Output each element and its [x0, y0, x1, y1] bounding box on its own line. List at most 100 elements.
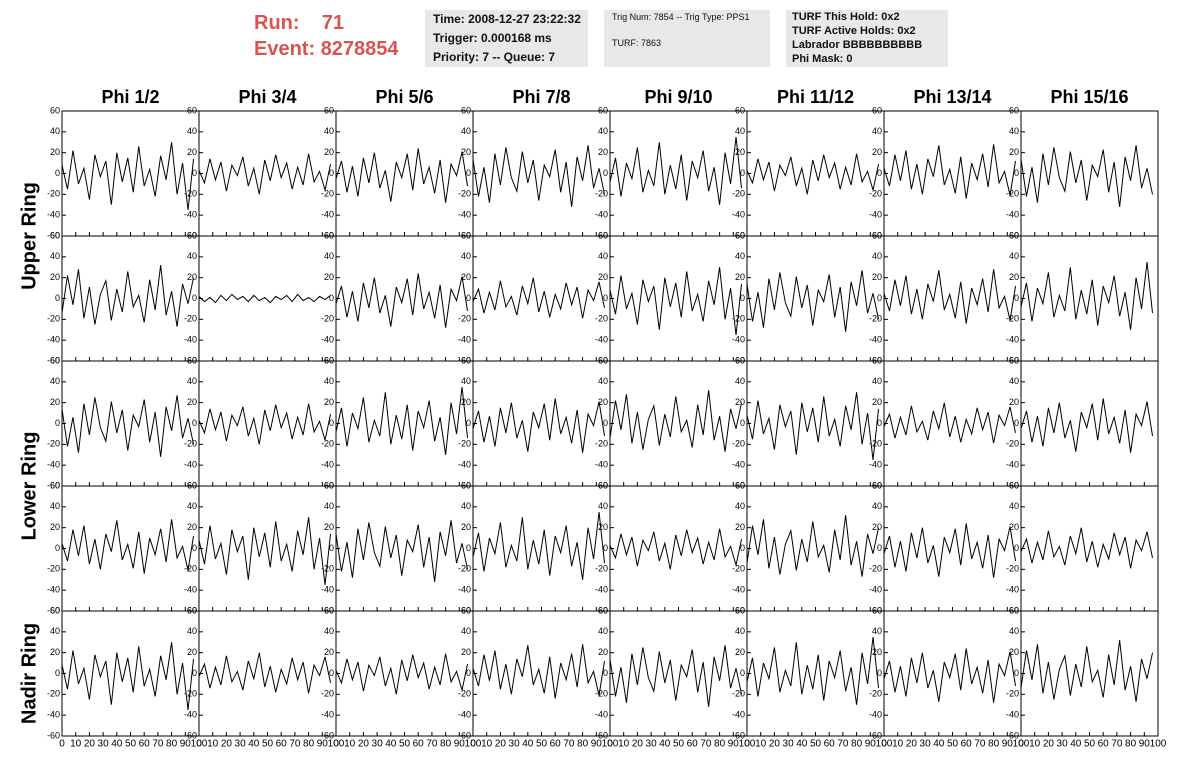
y-tick-label: 40	[461, 251, 471, 261]
panel-frame	[198, 610, 337, 737]
y-tick-label: -40	[869, 460, 882, 470]
x-tick-label: 60	[413, 739, 425, 750]
y-tick-label: 40	[50, 501, 60, 511]
y-tick-label: -60	[47, 605, 60, 615]
y-tick-label: -20	[184, 689, 197, 699]
y-tick-label: 0	[466, 168, 471, 178]
y-tick-label: 40	[735, 376, 745, 386]
y-tick-label: 0	[192, 168, 197, 178]
y-tick-label: -20	[869, 189, 882, 199]
info-line: Trig Num: 7854 -- Trig Type: PPS1	[612, 12, 750, 22]
y-tick-label: 60	[461, 230, 471, 240]
x-tick-label: 60	[550, 739, 562, 750]
y-tick-label: 60	[50, 605, 60, 615]
y-tick-label: -40	[595, 710, 608, 720]
y-tick-label: 0	[603, 293, 608, 303]
y-tick-label: 0	[740, 293, 745, 303]
y-tick-label: -60	[184, 605, 197, 615]
panel-frame	[609, 360, 748, 487]
y-tick-label: -40	[458, 335, 471, 345]
y-tick-label: 40	[324, 501, 334, 511]
y-tick-label: 20	[598, 397, 608, 407]
y-tick-label: -60	[595, 730, 608, 740]
waveform	[198, 517, 332, 586]
waveform	[883, 269, 1017, 324]
event-number: 8278854	[320, 38, 399, 60]
y-tick-label: 40	[50, 626, 60, 636]
x-tick-label: 60	[276, 739, 288, 750]
y-tick-label: 20	[187, 272, 197, 282]
y-tick-label: 20	[324, 522, 334, 532]
y-tick-label: 60	[872, 105, 882, 115]
y-tick-label: -40	[1006, 210, 1019, 220]
waveform	[883, 402, 1017, 444]
y-tick-label: 20	[598, 647, 608, 657]
x-tick-label: 70	[1111, 739, 1123, 750]
y-tick-label: -60	[1006, 730, 1019, 740]
y-tick-label: 40	[1009, 376, 1019, 386]
column-title: Phi 13/14	[913, 87, 991, 107]
y-tick-label: 40	[735, 126, 745, 136]
y-tick-label: -20	[184, 564, 197, 574]
info-line: TURF Active Holds: 0x2	[792, 25, 916, 37]
panel-frame	[883, 360, 1022, 487]
y-tick-label: -20	[595, 189, 608, 199]
waveform	[883, 144, 1017, 199]
y-tick-label: 40	[461, 626, 471, 636]
y-tick-label: 20	[187, 522, 197, 532]
y-tick-label: 40	[187, 376, 197, 386]
waveform	[1020, 398, 1154, 453]
y-tick-label: -20	[732, 189, 745, 199]
x-tick-label: 10	[755, 739, 767, 750]
y-tick-label: -60	[869, 730, 882, 740]
y-tick-label: 0	[329, 668, 334, 678]
panel-frame	[746, 485, 885, 612]
waveform	[61, 142, 195, 211]
y-tick-label: 20	[187, 147, 197, 157]
y-tick-label: 0	[466, 543, 471, 553]
x-tick-label: 20	[769, 739, 781, 750]
panel-frame	[1020, 610, 1159, 737]
y-tick-label: -20	[458, 564, 471, 574]
y-tick-label: -20	[321, 439, 334, 449]
x-tick-label: 10	[344, 739, 356, 750]
x-tick-label: 60	[824, 739, 836, 750]
y-tick-label: -40	[47, 335, 60, 345]
y-tick-label: 20	[872, 147, 882, 157]
x-tick-label: 100	[739, 739, 756, 750]
column-title: Phi 11/12	[777, 87, 854, 107]
y-tick-label: -40	[321, 335, 334, 345]
panel-frame	[1020, 110, 1159, 237]
y-tick-label: 60	[872, 480, 882, 490]
y-tick-label: 60	[461, 105, 471, 115]
y-tick-label: -60	[321, 230, 334, 240]
x-tick-label: 20	[906, 739, 918, 750]
y-tick-label: 40	[324, 626, 334, 636]
y-tick-label: 60	[1009, 605, 1019, 615]
y-tick-label: 60	[735, 105, 745, 115]
y-tick-label: -60	[869, 230, 882, 240]
y-tick-label: 40	[872, 626, 882, 636]
waveform	[198, 652, 332, 694]
x-tick-label: 40	[385, 739, 397, 750]
x-tick-label: 70	[837, 739, 849, 750]
info-line: Phi Mask: 0	[792, 53, 853, 65]
waveform	[198, 403, 332, 445]
y-tick-label: -40	[595, 335, 608, 345]
y-tick-label: -40	[184, 210, 197, 220]
y-tick-label: -60	[1006, 230, 1019, 240]
waveform	[1020, 261, 1154, 330]
x-tick-label: 70	[974, 739, 986, 750]
x-tick-label: 20	[84, 739, 96, 750]
y-tick-label: -40	[458, 585, 471, 595]
x-tick-label: 90	[1139, 739, 1151, 750]
y-tick-label: 60	[1009, 230, 1019, 240]
panel-frame	[61, 485, 200, 612]
panel-frame	[472, 360, 611, 487]
y-tick-label: 0	[466, 293, 471, 303]
x-tick-label: 20	[358, 739, 370, 750]
y-tick-label: 0	[329, 293, 334, 303]
y-tick-label: 20	[324, 647, 334, 657]
y-tick-label: 40	[324, 376, 334, 386]
x-tick-label: 0	[607, 739, 613, 750]
